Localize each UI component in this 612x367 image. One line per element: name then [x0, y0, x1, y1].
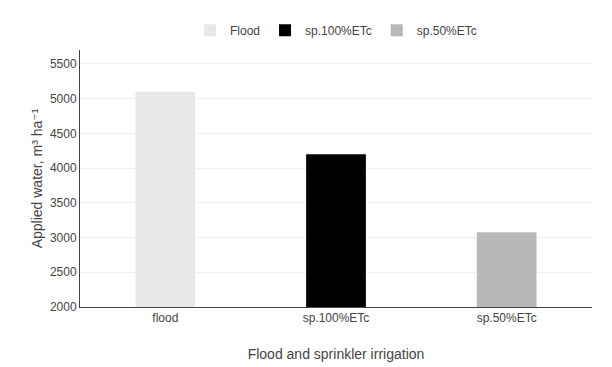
svg-text:Flood and sprinkler irrigation: Flood and sprinkler irrigation — [248, 346, 425, 362]
svg-text:Flood: Flood — [230, 24, 260, 38]
svg-text:3000: 3000 — [50, 231, 77, 245]
svg-text:sp.50%ETc: sp.50%ETc — [417, 24, 477, 38]
svg-text:2500: 2500 — [50, 265, 77, 279]
svg-text:4000: 4000 — [50, 161, 77, 175]
svg-text:3500: 3500 — [50, 196, 77, 210]
svg-text:sp.100%ETc: sp.100%ETc — [303, 311, 370, 325]
svg-text:5500: 5500 — [50, 57, 77, 71]
svg-text:flood: flood — [152, 311, 178, 325]
svg-text:2000: 2000 — [50, 300, 77, 314]
svg-text:5000: 5000 — [50, 92, 77, 106]
svg-text:sp.50%ETc: sp.50%ETc — [477, 311, 537, 325]
svg-text:4500: 4500 — [50, 127, 77, 141]
svg-text:sp.100%ETc: sp.100%ETc — [305, 24, 372, 38]
svg-text:Applied water, m³ ha⁻¹: Applied water, m³ ha⁻¹ — [29, 108, 45, 248]
